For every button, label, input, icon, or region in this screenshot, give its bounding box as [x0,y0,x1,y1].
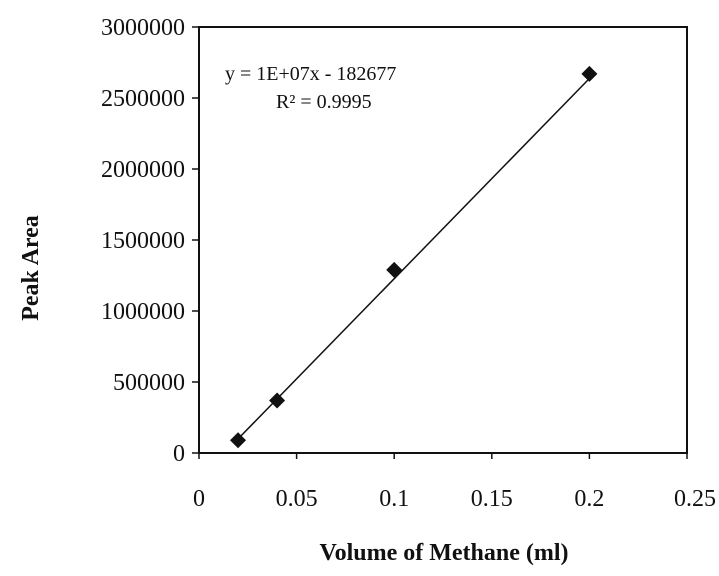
plot-area-frame [198,26,688,454]
data-points [230,65,598,449]
y-tick-label: 1500000 [101,228,185,254]
data-point [581,65,598,82]
y-tick-label: 1000000 [101,299,185,325]
x-tick-label: 0 [193,486,205,512]
x-tick-label: 0.25 [674,486,716,512]
x-axis-title: Volume of Methane (ml) [319,540,568,566]
data-point [230,432,247,449]
y-tick-label: 2000000 [101,157,185,183]
x-tick-label: 0.2 [574,486,604,512]
r-squared-label: R² = 0.9995 [276,91,372,113]
data-point [386,261,403,278]
x-axis: 0 0.05 0.1 0.15 0.2 0.25 [193,453,716,512]
y-tick-label: 0 [173,441,185,467]
y-tick-label: 500000 [113,370,185,396]
y-tick-label: 2500000 [101,86,185,112]
x-tick-label: 0.05 [276,486,318,512]
y-tick-label: 3000000 [101,15,185,41]
data-point [269,392,286,409]
y-axis: 0 500000 1000000 1500000 2000000 2500000 30000… [101,15,199,467]
trendline-equation: y = 1E+07x - 182677 [225,63,396,85]
x-tick-label: 0.1 [379,486,409,512]
y-axis-title: Peak Area [18,215,44,321]
x-tick-label: 0.15 [471,486,513,512]
trendline [237,77,590,440]
